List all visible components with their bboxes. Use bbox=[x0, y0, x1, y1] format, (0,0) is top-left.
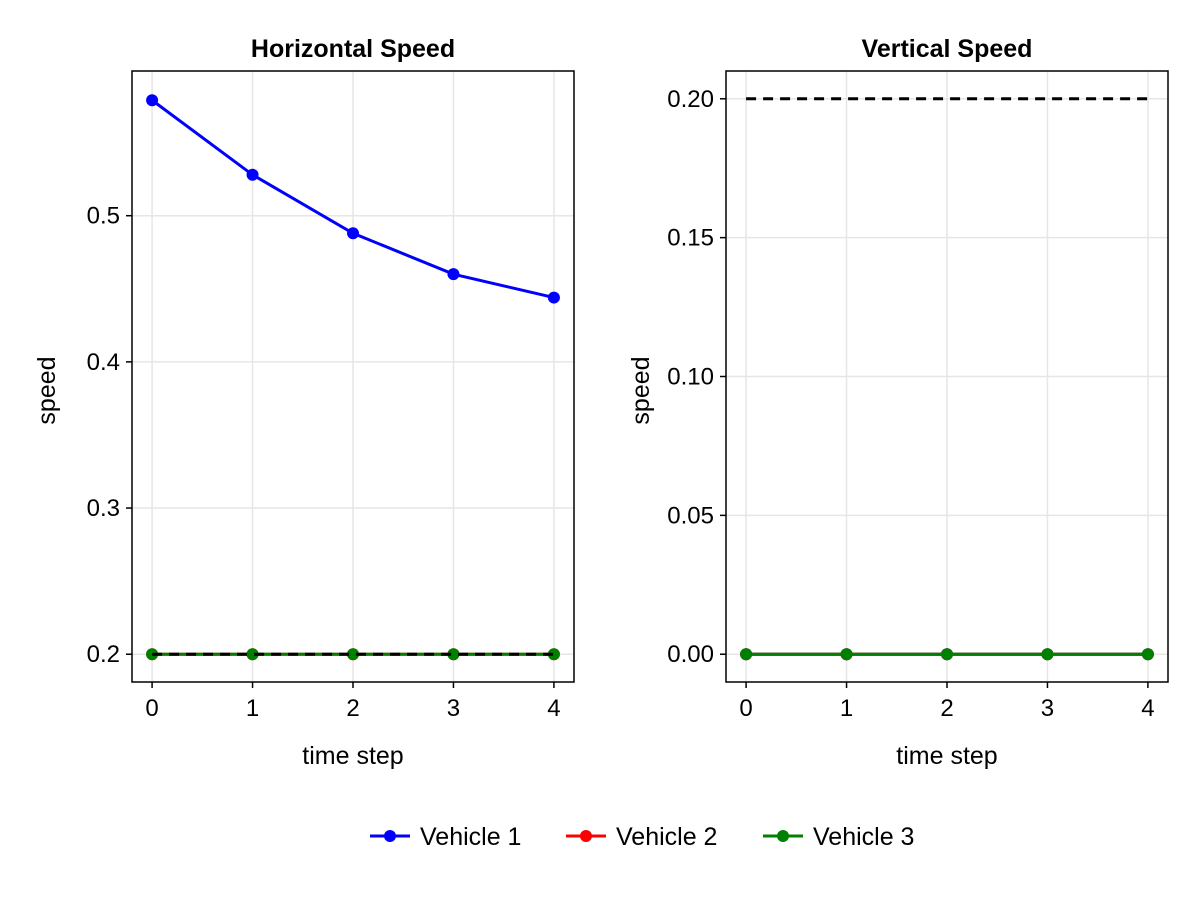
x-tick-label: 0 bbox=[739, 695, 752, 722]
y-tick-label: 0.2 bbox=[87, 641, 120, 668]
data-point-vehicle-3 bbox=[1041, 648, 1054, 661]
x-tick-label: 4 bbox=[1141, 695, 1154, 722]
legend: Vehicle 1 Vehicle 2 Vehicle 3 bbox=[370, 823, 914, 851]
x-tick-label: 3 bbox=[1041, 695, 1054, 722]
x-tick-label: 2 bbox=[940, 695, 953, 722]
data-point-vehicle-1 bbox=[447, 268, 460, 281]
x-tick-label: 4 bbox=[547, 695, 560, 722]
data-point-vehicle-3 bbox=[447, 648, 460, 661]
data-point-vehicle-3 bbox=[1141, 648, 1154, 661]
y-tick-label: 0.00 bbox=[667, 641, 714, 668]
x-tick-label: 1 bbox=[246, 695, 259, 722]
y-tick-label: 0.05 bbox=[667, 502, 714, 529]
y-tick-label: 0.10 bbox=[667, 364, 714, 391]
y-tick-label: 0.4 bbox=[87, 349, 120, 376]
y-tick-label: 0.3 bbox=[87, 495, 120, 522]
x-tick-label: 0 bbox=[145, 695, 158, 722]
data-point-vehicle-3 bbox=[246, 648, 259, 661]
x-axis-label: time step bbox=[896, 742, 997, 770]
data-point-vehicle-1 bbox=[246, 168, 259, 181]
data-point-vehicle-1 bbox=[547, 291, 560, 304]
y-axis-label: speed bbox=[627, 356, 655, 424]
data-point-vehicle-1 bbox=[347, 227, 359, 240]
y-tick-label: 0.5 bbox=[87, 203, 120, 230]
vertical-speed-panel: 0 1 2 3 4 0.00 0.05 0.10 0.15 0.20 Vertical Speed t… bbox=[627, 35, 1169, 770]
y-axis-label: speed bbox=[33, 356, 61, 424]
chart-title: Vertical Speed bbox=[862, 35, 1033, 63]
legend-swatch-marker-vehicle-3 bbox=[777, 830, 789, 842]
data-point-vehicle-3 bbox=[740, 648, 753, 661]
x-tick-label: 3 bbox=[447, 695, 460, 722]
x-tick-label: 2 bbox=[346, 695, 359, 722]
data-point-vehicle-3 bbox=[547, 648, 560, 661]
legend-label-vehicle-3: Vehicle 3 bbox=[813, 823, 914, 851]
data-point-vehicle-3 bbox=[840, 648, 853, 661]
y-tick-label: 0.15 bbox=[667, 225, 714, 252]
legend-label-vehicle-2: Vehicle 2 bbox=[616, 823, 717, 851]
legend-swatch-marker-vehicle-1 bbox=[384, 830, 396, 842]
y-tick-label: 0.20 bbox=[667, 86, 714, 113]
legend-label-vehicle-1: Vehicle 1 bbox=[420, 823, 521, 851]
x-tick-label: 1 bbox=[840, 695, 853, 722]
data-point-vehicle-3 bbox=[347, 648, 359, 661]
x-axis-label: time step bbox=[302, 742, 403, 770]
horizontal-speed-panel: 0 1 2 3 4 0.2 0.3 0.4 0.5 Horizontal Speed time st… bbox=[33, 35, 575, 770]
data-point-vehicle-3 bbox=[941, 648, 953, 661]
chart-title: Horizontal Speed bbox=[251, 35, 455, 63]
legend-swatch-marker-vehicle-2 bbox=[580, 830, 592, 842]
data-point-vehicle-1 bbox=[146, 94, 159, 107]
